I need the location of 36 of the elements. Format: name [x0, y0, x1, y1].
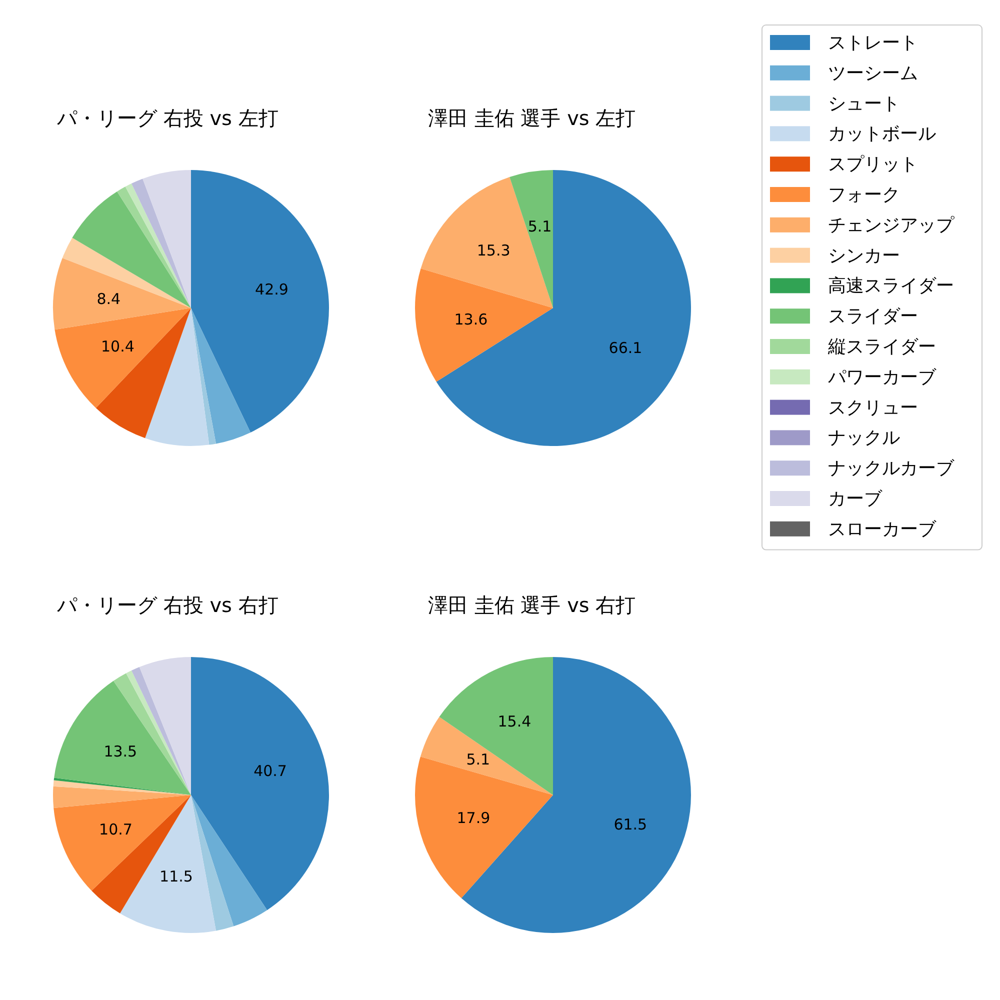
- data-label: 5.1: [466, 750, 490, 769]
- legend-label: 高速スライダー: [828, 276, 954, 297]
- legend-label: スプリット: [828, 154, 918, 176]
- data-label: 5.1: [528, 217, 552, 236]
- chart-title: 澤田 圭佑 選手 vs 左打: [428, 106, 636, 130]
- legend-label: ストレート: [828, 32, 918, 54]
- text: パ・リーグ 右投 vs 左打: [56, 106, 278, 130]
- data-label: 13.6: [454, 310, 488, 328]
- legend-label: パワーカーブ: [827, 366, 937, 388]
- data-label: 11.5: [160, 867, 193, 886]
- legend-label: シュート: [828, 93, 900, 114]
- data-label: 17.9: [456, 809, 490, 827]
- legend-label: ツーシーム: [828, 62, 918, 84]
- legend-label: チェンジアップ: [828, 214, 955, 236]
- data-label: 66.1: [608, 338, 642, 357]
- data-label: 15.3: [476, 241, 510, 260]
- legend-label: スローカーブ: [828, 518, 937, 540]
- data-label: 61.5: [614, 815, 648, 834]
- legend-label: 縦スライダー: [827, 336, 936, 358]
- data-label: 8.4: [96, 290, 121, 308]
- legend-label: ナックル: [828, 428, 900, 449]
- data-label: 15.4: [498, 712, 532, 731]
- data-label: 10.4: [101, 338, 134, 356]
- legend-label: ナックルカーブ: [828, 458, 955, 480]
- chart-title: パ・リーグ 右投 vs 右打: [56, 593, 278, 617]
- data-label: 10.7: [99, 820, 132, 839]
- legend-label: スクリュー: [828, 397, 918, 418]
- data-label: 42.9: [255, 280, 288, 299]
- data-label: 40.7: [254, 762, 287, 780]
- legend-label: スライダー: [828, 306, 918, 328]
- legend-label: カットボール: [828, 124, 936, 145]
- legend-label: フォーク: [828, 184, 900, 206]
- chart-title: 澤田 圭佑 選手 vs 右打: [428, 593, 636, 617]
- legend-label: カーブ: [828, 488, 883, 510]
- data-label: 13.5: [104, 742, 138, 761]
- legend-label: シンカー: [828, 245, 900, 266]
